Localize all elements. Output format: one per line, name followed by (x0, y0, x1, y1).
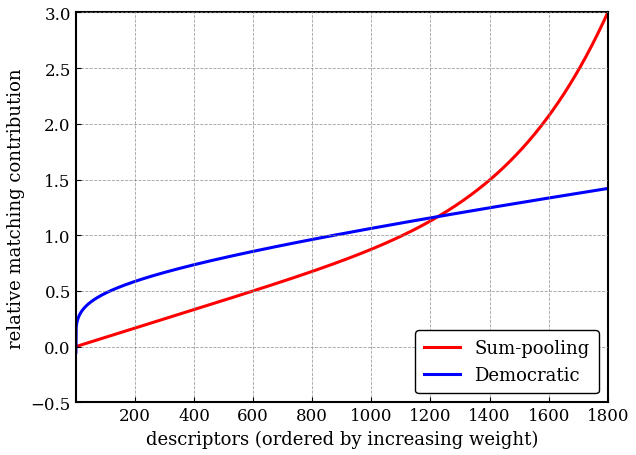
Line: Democratic: Democratic (76, 189, 608, 353)
Democratic (102, 290, 110, 296)
Democratic (271, 244, 279, 250)
Democratic (604, 187, 612, 192)
Sum-pooling (604, 10, 612, 16)
Sum-pooling (435, 214, 443, 219)
Democratic (186, 263, 193, 269)
Sum-pooling (292, 275, 300, 280)
Sum-pooling (271, 282, 279, 287)
Sum-pooling (289, 276, 297, 281)
Legend: Sum-pooling, Democratic: Sum-pooling, Democratic (415, 330, 598, 394)
Y-axis label: relative matching contribution: relative matching contribution (7, 68, 25, 348)
Democratic (292, 240, 300, 246)
Sum-pooling (102, 334, 110, 340)
Democratic (72, 350, 80, 355)
Democratic (289, 241, 297, 247)
Democratic (435, 214, 443, 220)
X-axis label: descriptors (ordered by increasing weight): descriptors (ordered by increasing weigh… (146, 430, 538, 448)
Sum-pooling (72, 344, 80, 349)
Sum-pooling (186, 308, 193, 314)
Line: Sum-pooling: Sum-pooling (76, 13, 608, 347)
